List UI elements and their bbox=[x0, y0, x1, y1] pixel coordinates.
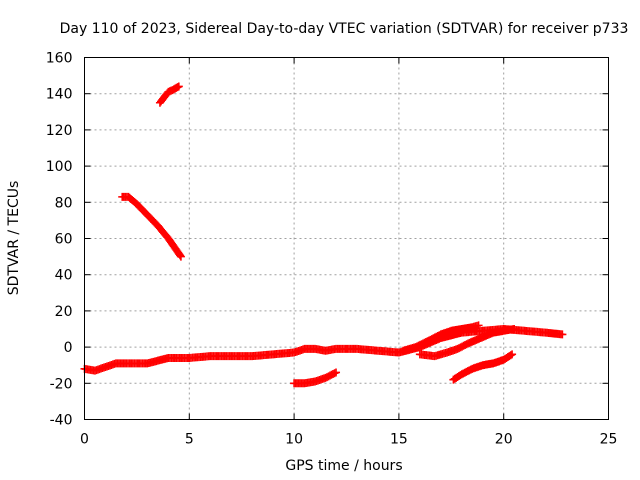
x-tick-label: 15 bbox=[390, 432, 408, 448]
data-points bbox=[80, 82, 567, 388]
series-arc-bottom-right bbox=[449, 350, 517, 384]
series-arc-top bbox=[155, 82, 183, 107]
y-tick-label: 0 bbox=[64, 340, 73, 356]
x-tick-label: 25 bbox=[600, 432, 618, 448]
y-tick-label: 40 bbox=[55, 268, 73, 284]
y-tick-label: 20 bbox=[55, 304, 73, 320]
x-axis-label: GPS time / hours bbox=[285, 458, 402, 474]
y-tick-label: -40 bbox=[50, 413, 73, 429]
data-point bbox=[174, 82, 183, 91]
x-tick-label: 20 bbox=[495, 432, 513, 448]
y-axis-label: SDTVAR / TECUs bbox=[6, 181, 22, 296]
series-arc-mid-low bbox=[290, 368, 341, 388]
tick-labels: 0 5 10 15 20 25 -40 -20 0 20 40 60 80 100 120 140 160 bbox=[46, 51, 618, 448]
y-tick-label: 60 bbox=[55, 232, 73, 248]
data-point bbox=[508, 350, 517, 359]
data-point bbox=[176, 251, 185, 260]
series-arc-rise bbox=[399, 321, 483, 355]
x-tick-label: 10 bbox=[285, 432, 303, 448]
y-tick-label: -20 bbox=[50, 376, 73, 392]
y-tick-label: 80 bbox=[55, 195, 73, 211]
data-point bbox=[176, 252, 185, 261]
grid-lines bbox=[84, 57, 609, 420]
y-tick-label: 120 bbox=[46, 123, 73, 139]
y-tick-label: 160 bbox=[46, 51, 73, 67]
y-tick-label: 140 bbox=[46, 87, 73, 103]
data-point bbox=[506, 351, 515, 360]
data-point bbox=[474, 321, 483, 330]
data-point bbox=[558, 330, 567, 339]
x-tick-label: 5 bbox=[185, 432, 194, 448]
chart-title: Day 110 of 2023, Sidereal Day-to-day VTE… bbox=[60, 21, 629, 37]
x-tick-label: 0 bbox=[80, 432, 89, 448]
data-point bbox=[332, 368, 341, 377]
y-tick-label: 100 bbox=[46, 159, 73, 175]
data-point bbox=[510, 325, 519, 333]
series-arc-steep bbox=[118, 192, 185, 261]
series-arc-lower bbox=[415, 325, 519, 361]
axis-ticks bbox=[84, 57, 609, 420]
